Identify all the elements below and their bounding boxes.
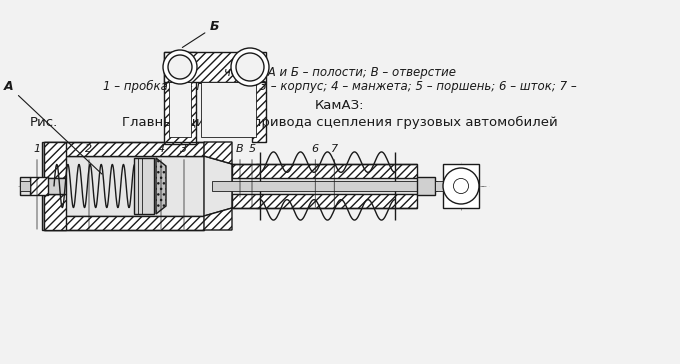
Polygon shape [204, 208, 232, 230]
Text: 4: 4 [158, 144, 165, 229]
Bar [20, 177, 30, 195]
Polygon shape [164, 52, 196, 144]
Polygon shape [156, 158, 166, 214]
Polygon shape [252, 82, 266, 142]
Bar [417, 177, 435, 195]
Bar [169, 82, 191, 137]
Bar [232, 178, 417, 194]
Bar [435, 181, 443, 191]
Polygon shape [204, 142, 232, 164]
Polygon shape [44, 142, 66, 178]
Text: чехол; А и Б – полости; В – отверстие: чехол; А и Б – полости; В – отверстие [224, 66, 456, 79]
Circle shape [163, 50, 197, 84]
Text: 7: 7 [330, 144, 338, 207]
Text: КамАЗ:: КамАЗ: [316, 99, 364, 112]
Bar [232, 194, 417, 208]
Circle shape [168, 55, 192, 79]
Text: 2: 2 [86, 144, 92, 229]
Bar [201, 82, 256, 137]
Text: Рис.: Рис. [30, 116, 58, 129]
Circle shape [231, 48, 269, 86]
Bar [42, 142, 44, 230]
Text: 1: 1 [33, 144, 41, 229]
Bar [212, 181, 437, 191]
Text: Главный цилиндр привода сцепления грузовых автомобилей: Главный цилиндр привода сцепления грузов… [122, 116, 558, 129]
Polygon shape [443, 164, 479, 208]
Circle shape [454, 178, 469, 194]
Polygon shape [164, 52, 266, 82]
Polygon shape [44, 194, 66, 230]
Bar [44, 178, 66, 194]
Polygon shape [44, 216, 204, 230]
Polygon shape [44, 142, 204, 156]
Bar [134, 158, 154, 214]
Text: 3: 3 [180, 144, 188, 229]
Text: 1 – пробка; 2 – пружина; 3 – корпус; 4 – манжета; 5 – поршень; 6 – шток; 7 –: 1 – пробка; 2 – пружина; 3 – корпус; 4 –… [103, 80, 577, 93]
Polygon shape [204, 156, 232, 216]
Bar [232, 164, 417, 178]
Text: 6: 6 [311, 144, 319, 207]
Text: В: В [236, 144, 244, 197]
Text: Б: Б [182, 20, 220, 47]
Bar [30, 177, 48, 195]
Circle shape [236, 53, 264, 81]
Bar [44, 156, 204, 216]
Bar [20, 181, 30, 191]
Text: А: А [4, 80, 102, 174]
Text: 5: 5 [248, 144, 256, 207]
Circle shape [443, 168, 479, 204]
